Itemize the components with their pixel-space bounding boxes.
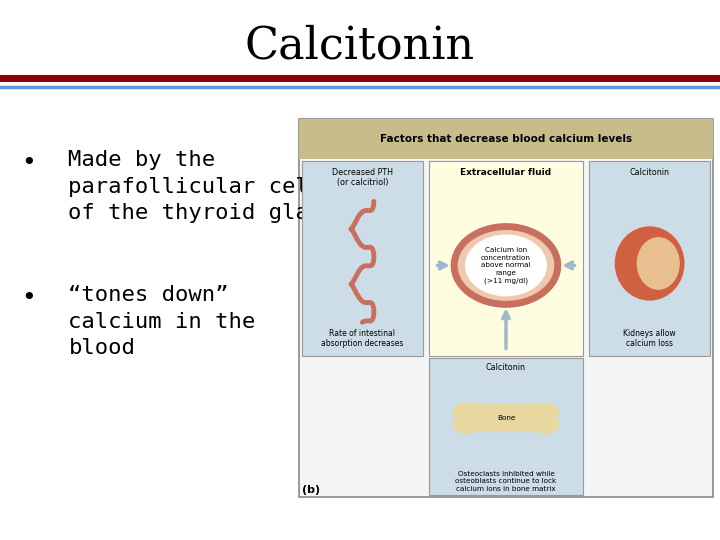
Text: Calcium ion
concentration
above normal
range
(>11 mg/dl): Calcium ion concentration above normal r… — [481, 247, 531, 284]
Circle shape — [533, 403, 559, 422]
FancyBboxPatch shape — [428, 161, 583, 356]
Text: Decreased PTH
(or calcitriol): Decreased PTH (or calcitriol) — [332, 168, 393, 187]
Circle shape — [466, 235, 546, 296]
Circle shape — [533, 414, 559, 433]
Text: Kidneys allow
calcium loss: Kidneys allow calcium loss — [624, 329, 676, 348]
Text: Factors that decrease blood calcium levels: Factors that decrease blood calcium leve… — [379, 134, 632, 144]
Circle shape — [454, 403, 480, 422]
FancyBboxPatch shape — [589, 161, 710, 356]
Ellipse shape — [616, 227, 684, 300]
Circle shape — [454, 227, 558, 305]
Text: “tones down”
calcium in the
blood: “tones down” calcium in the blood — [68, 285, 256, 358]
Text: Calcitonin: Calcitonin — [245, 24, 475, 68]
Circle shape — [454, 414, 480, 433]
Text: Bone: Bone — [497, 415, 516, 421]
Text: Calcitonin: Calcitonin — [629, 168, 670, 177]
Text: Made by the
parafollicular cells
of the thyroid gland.: Made by the parafollicular cells of the … — [68, 150, 349, 223]
FancyBboxPatch shape — [299, 119, 713, 159]
Text: •: • — [22, 151, 36, 175]
Text: (b): (b) — [302, 484, 320, 495]
FancyBboxPatch shape — [302, 161, 423, 356]
Text: Rate of intestinal
absorption decreases: Rate of intestinal absorption decreases — [321, 329, 403, 348]
Text: Calcitonin: Calcitonin — [486, 363, 526, 373]
FancyBboxPatch shape — [428, 358, 583, 495]
FancyBboxPatch shape — [299, 119, 713, 497]
Text: Extracellular fluid: Extracellular fluid — [460, 168, 552, 177]
Ellipse shape — [637, 238, 679, 289]
Text: Osteoclasts inhibited while
osteoblasts continue to lock
calcium ions in bone ma: Osteoclasts inhibited while osteoblasts … — [455, 471, 557, 492]
FancyBboxPatch shape — [459, 404, 553, 432]
Text: •: • — [22, 286, 36, 310]
